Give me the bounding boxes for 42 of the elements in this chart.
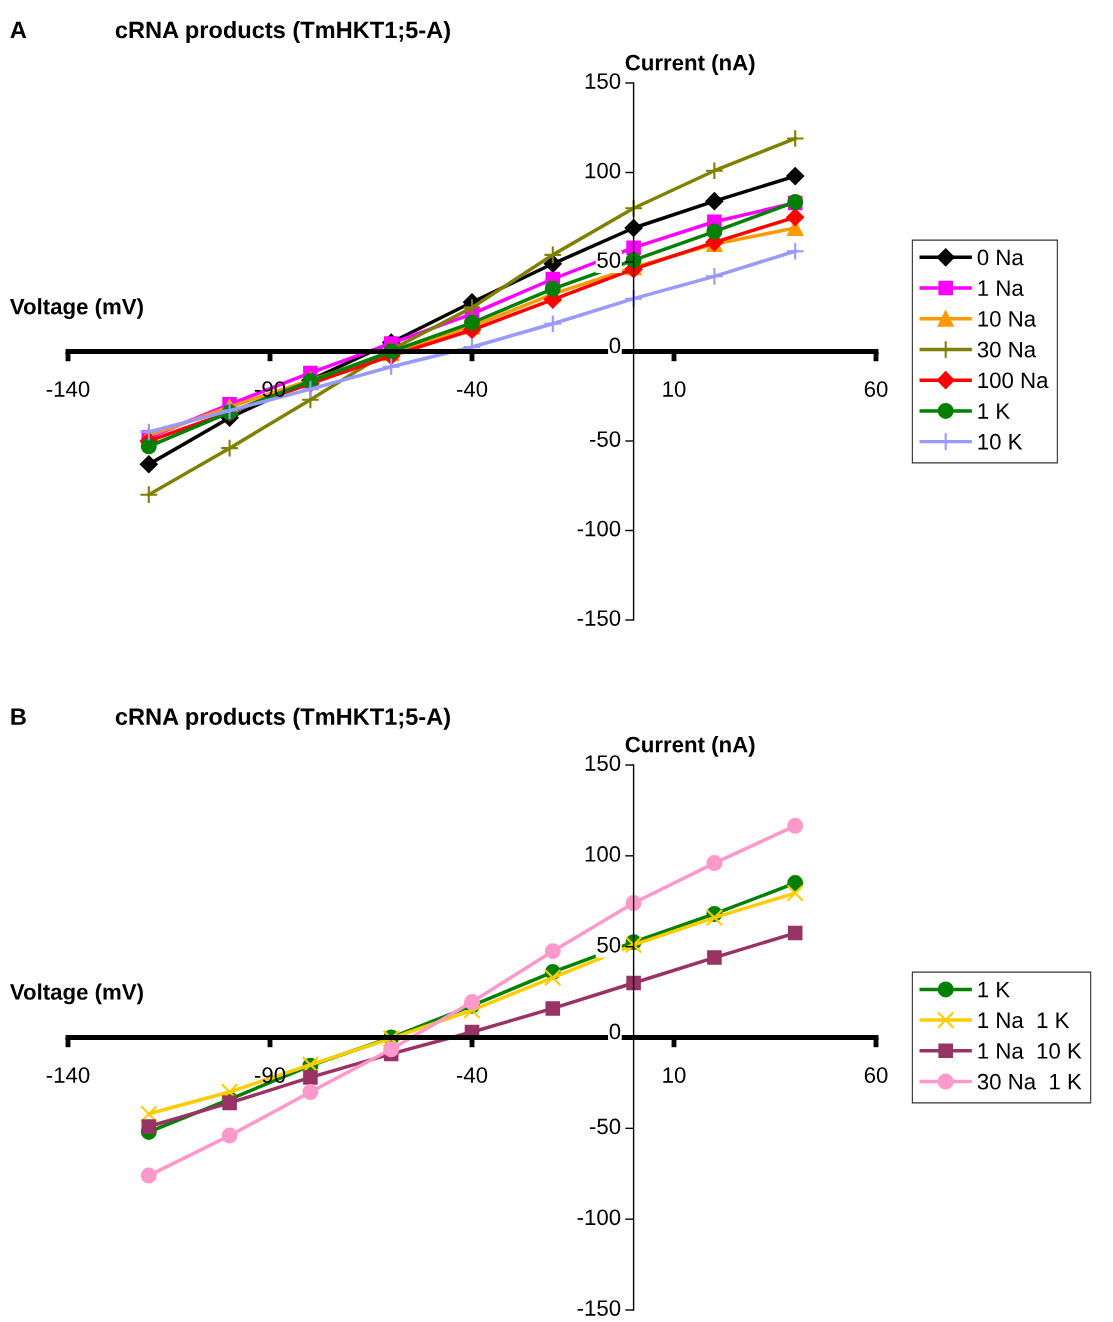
legend-label: 1 Na 1 K (978, 1012, 1070, 1029)
x-tick-label: 60 (864, 1067, 888, 1083)
x-axis-title: Voltage (mV) (9, 983, 143, 1005)
text: B (11, 708, 26, 725)
x-tick-label: 10 (663, 381, 686, 397)
legend-label: 100 Na (978, 372, 1049, 389)
x-axis-title: Voltage (mV) (9, 298, 143, 319)
x-tick-label: -40 (456, 1067, 488, 1083)
y-tick-label: 150 (585, 73, 621, 89)
x-tick-label: 10 (663, 1067, 686, 1083)
y-tick-label: 0 (609, 1023, 621, 1040)
x-tick-label: -140 (46, 381, 90, 397)
y-axis-title: Current (nA) (625, 54, 755, 75)
y-tick-label: -50 (589, 1118, 621, 1135)
y-tick-label: 0 (609, 337, 621, 354)
x-tick-label: 60 (864, 381, 888, 397)
y-tick-label: 100 (585, 162, 621, 179)
x-tick-label: -140 (46, 1067, 90, 1083)
y-axis-title: Current (nA) (625, 736, 755, 757)
chart-title: cRNA products (TmHKT1;5-A) (115, 20, 450, 43)
y-tick-label: -150 (577, 610, 621, 626)
legend-label: 30 Na (977, 341, 1037, 358)
y-tick-label: 50 (597, 936, 621, 953)
y-tick-label: -100 (577, 1209, 621, 1226)
y-tick-label: -50 (589, 431, 621, 447)
y-tick-label: 50 (597, 252, 621, 268)
legend-label: 1 K (978, 981, 1010, 998)
legend-label: 10 Na (978, 311, 1037, 327)
x-tick-label: -40 (456, 381, 488, 397)
legend-label: 1 K (978, 403, 1010, 419)
legend-label: 1 Na 10 K (978, 1043, 1082, 1059)
y-tick-label: -100 (577, 520, 621, 537)
x-tick-label: -90 (254, 381, 286, 397)
legend-label: 10 K (978, 433, 1023, 450)
y-tick-label: 100 (585, 846, 621, 862)
text: A (10, 21, 27, 39)
y-tick-label: 150 (585, 755, 621, 771)
y-tick-label: -150 (577, 1300, 621, 1316)
legend-label: 0 Na (977, 249, 1024, 266)
legend-label: 1 Na (978, 280, 1024, 297)
chart-title: cRNA products (TmHKT1;5-A) (115, 707, 450, 730)
legend-label: 30 Na 1 K (977, 1073, 1082, 1090)
